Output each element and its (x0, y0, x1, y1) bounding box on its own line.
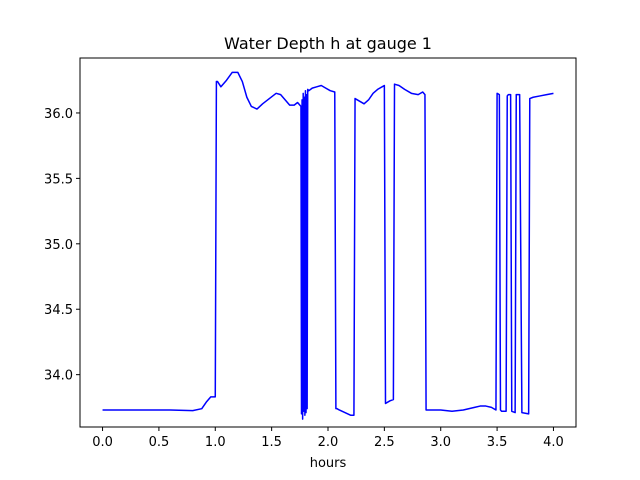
x-axis-label: hours (310, 456, 347, 471)
x-axis-ticks: 0.0 0.5 1.0 1.5 2.0 2.5 3.0 3.5 4.0 (92, 427, 564, 450)
y-axis-ticks: 34.0 34.5 35.0 35.5 36.0 (44, 107, 80, 384)
x-tick-label: 3.0 (430, 435, 451, 450)
plot-frame (79, 57, 577, 428)
x-tick-label: 1.0 (205, 435, 226, 450)
series-line (102, 71, 554, 420)
chart-title: Water Depth h at gauge 1 (224, 34, 432, 53)
y-tick-label: 35.0 (44, 238, 73, 253)
x-tick-label: 2.0 (318, 435, 339, 450)
y-tick-label: 35.5 (44, 172, 73, 187)
y-tick-label: 36.0 (44, 107, 73, 122)
x-tick-label: 0.5 (149, 435, 170, 450)
x-tick-label: 1.5 (261, 435, 282, 450)
x-tick-label: 2.5 (374, 435, 395, 450)
x-tick-label: 3.5 (487, 435, 508, 450)
plot-lines (102, 71, 554, 420)
y-tick-label: 34.5 (44, 303, 73, 318)
y-tick-label: 34.0 (44, 369, 73, 384)
x-tick-label: 0.0 (92, 435, 113, 450)
x-tick-label: 4.0 (543, 435, 564, 450)
